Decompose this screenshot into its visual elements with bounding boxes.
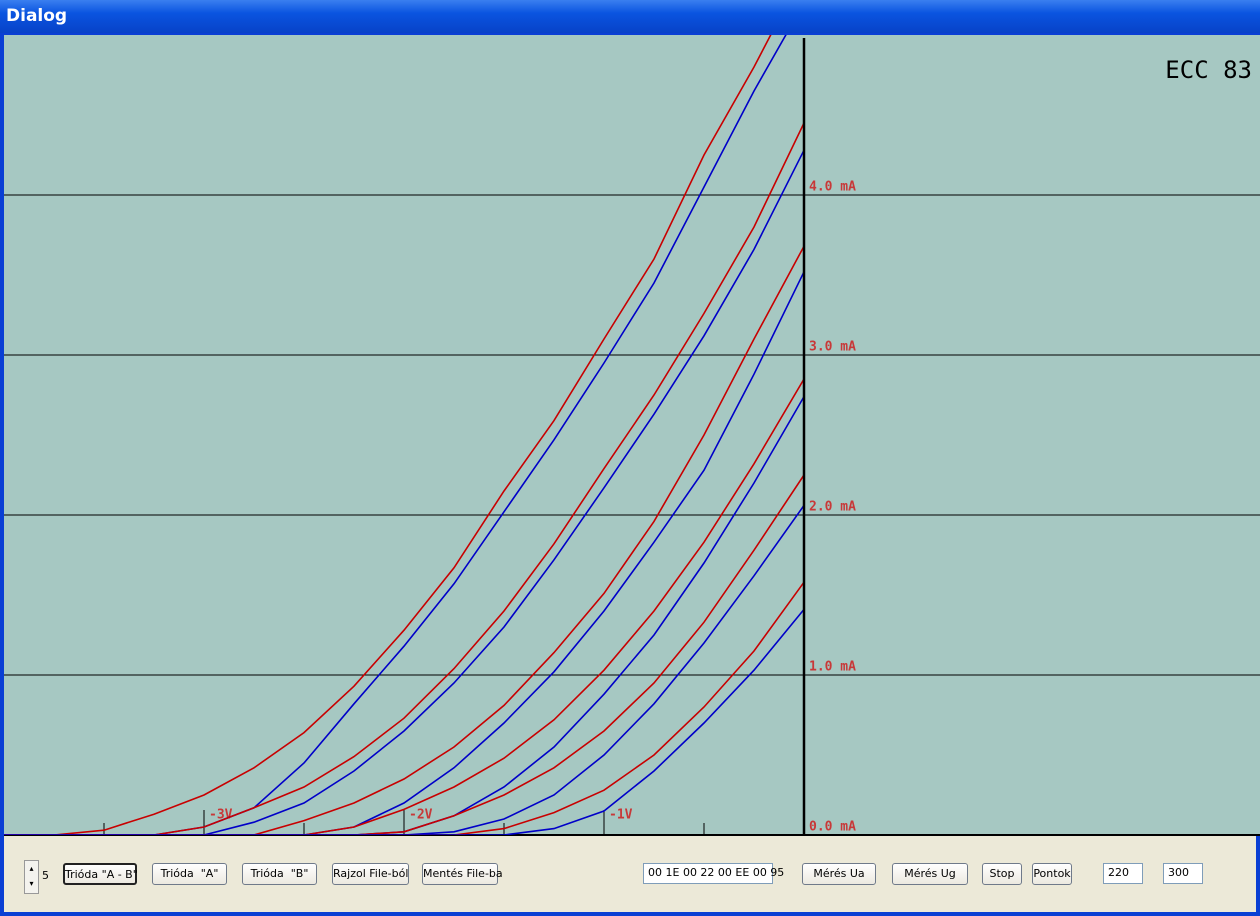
curve bbox=[4, 504, 805, 835]
y-tick-label: 3.0 mA bbox=[809, 340, 856, 355]
curve bbox=[4, 245, 805, 835]
y-tick-label: 2.0 mA bbox=[809, 500, 856, 515]
x-tick-label: -1V bbox=[609, 808, 633, 823]
spinner-value: 5 bbox=[42, 869, 49, 882]
button[interactable]: Mérés Ua bbox=[802, 863, 876, 885]
curve bbox=[4, 35, 772, 835]
curve bbox=[4, 474, 805, 835]
button[interactable]: Mentés File-ba bbox=[422, 863, 503, 885]
spinner[interactable]: ▴ ▾ bbox=[24, 860, 39, 894]
button[interactable]: Mérés Ug bbox=[892, 863, 968, 885]
window-title: Dialog bbox=[6, 6, 68, 26]
curve bbox=[4, 581, 805, 835]
title-bar: Dialog bbox=[0, 0, 1260, 33]
button[interactable]: Trióda "B" bbox=[242, 863, 317, 885]
chart-title: ECC 83 bbox=[1165, 56, 1252, 84]
hex-field[interactable]: 00 1E 00 22 00 EE 00 95 bbox=[643, 863, 784, 884]
chart: ECC 83 0.0 mA1.0 mA2.0 mA3.0 mA4.0 mA-3V… bbox=[4, 35, 1260, 836]
x-tick-label: -2V bbox=[409, 808, 433, 823]
curve bbox=[4, 35, 787, 835]
button[interactable]: Stop bbox=[982, 863, 1022, 885]
curve bbox=[4, 271, 805, 835]
curve bbox=[4, 608, 805, 835]
button[interactable]: Rajzol File-ból bbox=[332, 863, 409, 885]
y-tick-label: 4.0 mA bbox=[809, 180, 856, 195]
curve bbox=[4, 149, 805, 835]
plot-background bbox=[4, 35, 1260, 835]
control-panel: ▴ ▾ 5 Trióda "A - B" Trióda "A" Trióda "B" R… bbox=[4, 836, 1256, 912]
y-tick-label: 0.0 mA bbox=[809, 820, 856, 835]
button[interactable]: Trióda "A" bbox=[152, 863, 227, 885]
input-field[interactable]: 220 bbox=[1103, 863, 1143, 884]
input-field[interactable]: 300 bbox=[1163, 863, 1203, 884]
curve bbox=[4, 378, 805, 835]
curve bbox=[4, 122, 805, 835]
button[interactable]: Trióda "A - B" bbox=[63, 863, 138, 885]
y-tick-label: 1.0 mA bbox=[809, 660, 856, 675]
button[interactable]: Pontok bbox=[1032, 863, 1072, 885]
curves bbox=[4, 35, 805, 835]
